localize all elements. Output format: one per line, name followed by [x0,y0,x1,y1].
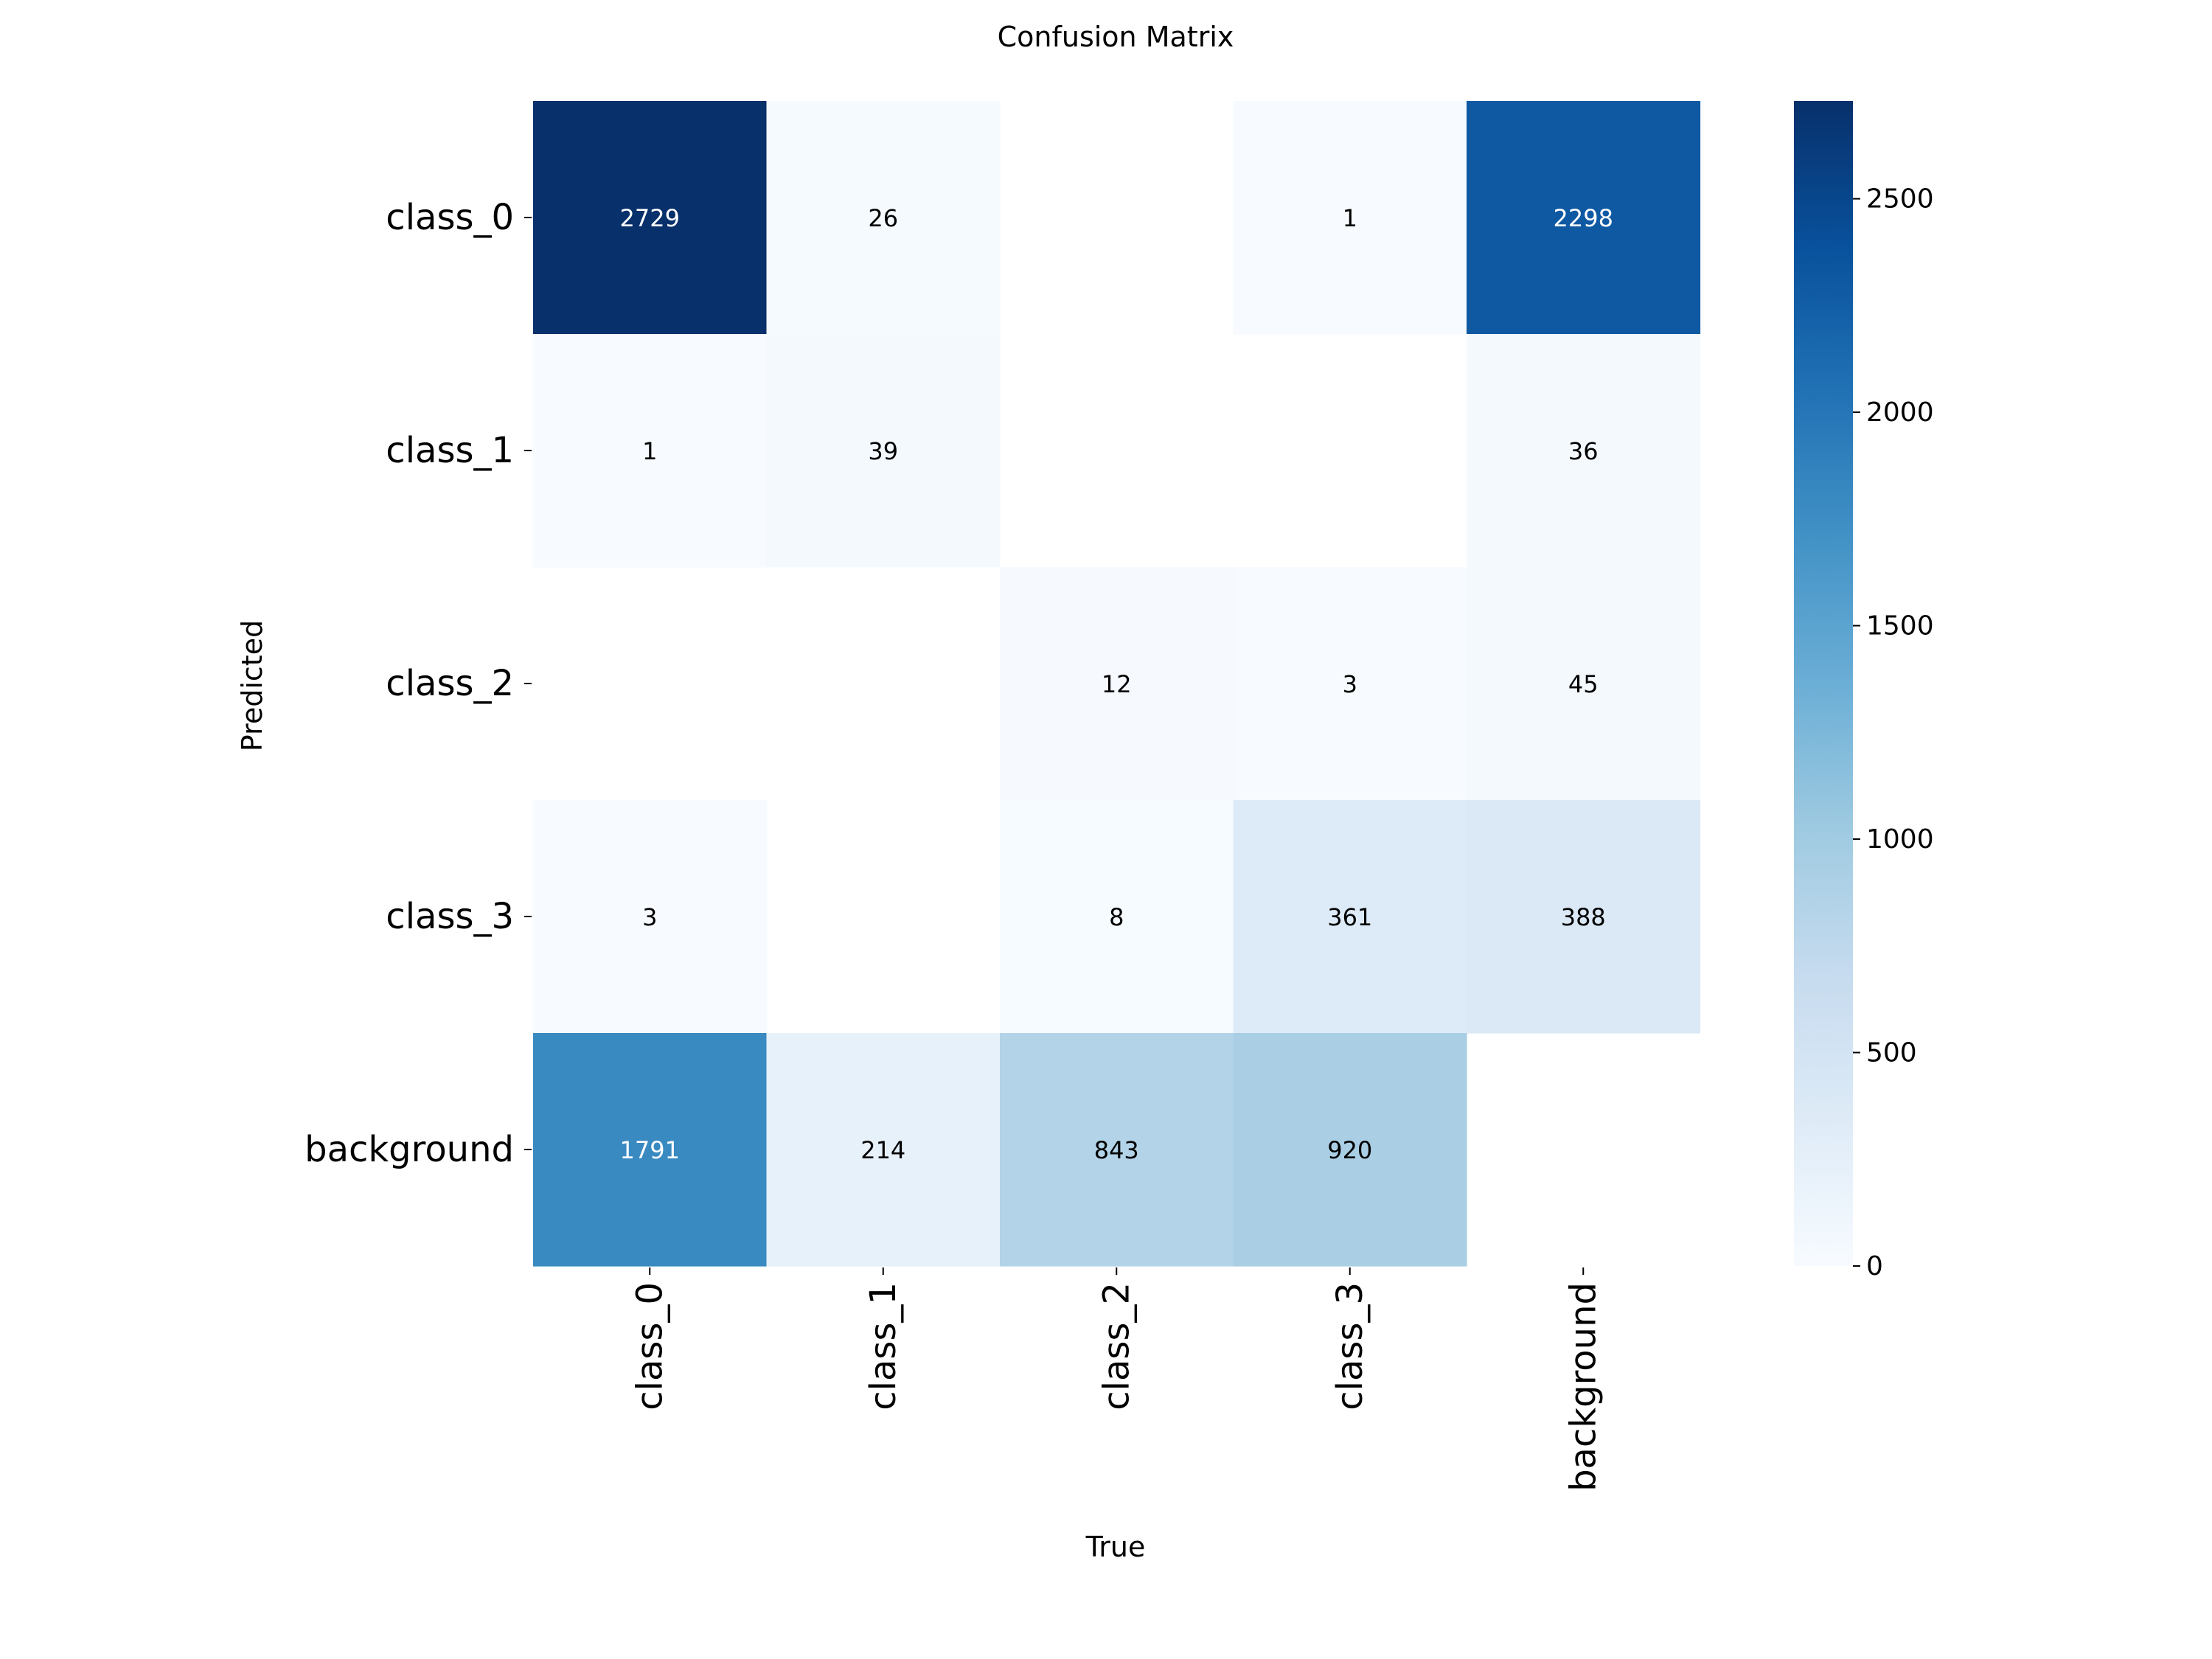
cell-1-1 [766,334,1001,568]
cell-value-1-0: 1 [642,437,657,465]
cell-0-0 [533,101,768,335]
cell-value-2-2: 12 [1102,670,1132,698]
colorbar-tick-label-2500: 2500 [1866,184,1934,215]
colorbar-ticks: 0 500 1000 1500 2000 2500 [1853,184,1934,1281]
colorbar-tick-label-0: 0 [1866,1251,1883,1281]
cell-value-4-1: 214 [860,1136,905,1164]
x-axis-label: True [1085,1531,1146,1563]
y-axis: class_0 class_1 class_2 class_3 background [305,197,532,1170]
cell-value-3-0: 3 [642,903,657,931]
colorbar-tick-label-2000: 2000 [1866,397,1934,428]
cell-value-1-1: 39 [868,437,898,465]
cell-value-4-2: 843 [1094,1136,1139,1164]
y-tick-label-class_2: class_2 [386,663,514,704]
cell-0-1 [766,101,1001,335]
cell-4-1 [766,1033,1001,1267]
cell-value-1-4: 36 [1568,437,1599,465]
cell-value-0-0: 2729 [620,204,680,232]
x-tick-label-class_2: class_2 [1096,1282,1137,1411]
x-tick-label-class_1: class_1 [863,1282,904,1411]
x-tick-label-class_3: class_3 [1329,1282,1371,1411]
cell-value-2-4: 45 [1568,670,1599,698]
cell-value-3-4: 388 [1561,903,1606,931]
colorbar-tick-label-1000: 1000 [1866,824,1934,855]
cell-4-0 [533,1033,768,1267]
x-tick-label-background: background [1562,1282,1604,1492]
x-tick-label-class_0: class_0 [629,1282,670,1411]
cell-1-0 [533,334,768,568]
cell-value-2-3: 3 [1343,670,1357,698]
x-axis: class_0 class_1 class_2 class_3 background [629,1267,1604,1492]
y-axis-label: Predicted [236,620,268,751]
cell-0-3 [1233,101,1467,335]
heatmap-cell-labels: 2729 26 1 2298 1 39 36 12 3 45 3 8 361 388 1791 214 843 9… [620,204,1613,1164]
cell-2-3 [1233,567,1467,801]
cell-3-2 [1000,800,1234,1034]
y-tick-label-class_3: class_3 [386,896,514,937]
cell-4-2 [1000,1033,1234,1267]
cell-value-0-4: 2298 [1554,204,1613,232]
colorbar-tick-label-500: 500 [1866,1038,1917,1068]
chart-title: Confusion Matrix [998,21,1234,53]
colorbar-tick-label-1500: 1500 [1866,611,1934,641]
cell-2-4 [1467,567,1701,801]
cell-2-2 [1000,567,1234,801]
cell-1-4 [1467,334,1701,568]
heatmap-cells [533,101,1701,1267]
cell-value-3-2: 8 [1109,903,1124,931]
cell-value-0-3: 1 [1343,204,1357,232]
cell-value-4-0: 1791 [620,1136,680,1164]
y-tick-label-class_1: class_1 [386,430,514,471]
cell-value-4-3: 920 [1327,1136,1372,1164]
cell-value-3-3: 361 [1327,903,1372,931]
y-tick-label-class_0: class_0 [386,197,514,238]
cell-0-4 [1467,101,1701,335]
colorbar [1794,101,1853,1266]
cell-3-4 [1467,800,1701,1034]
cell-value-0-1: 26 [868,204,898,232]
y-tick-label-background: background [305,1129,514,1170]
cell-3-0 [533,800,768,1034]
cell-4-3 [1233,1033,1467,1267]
cell-3-3 [1233,800,1467,1034]
